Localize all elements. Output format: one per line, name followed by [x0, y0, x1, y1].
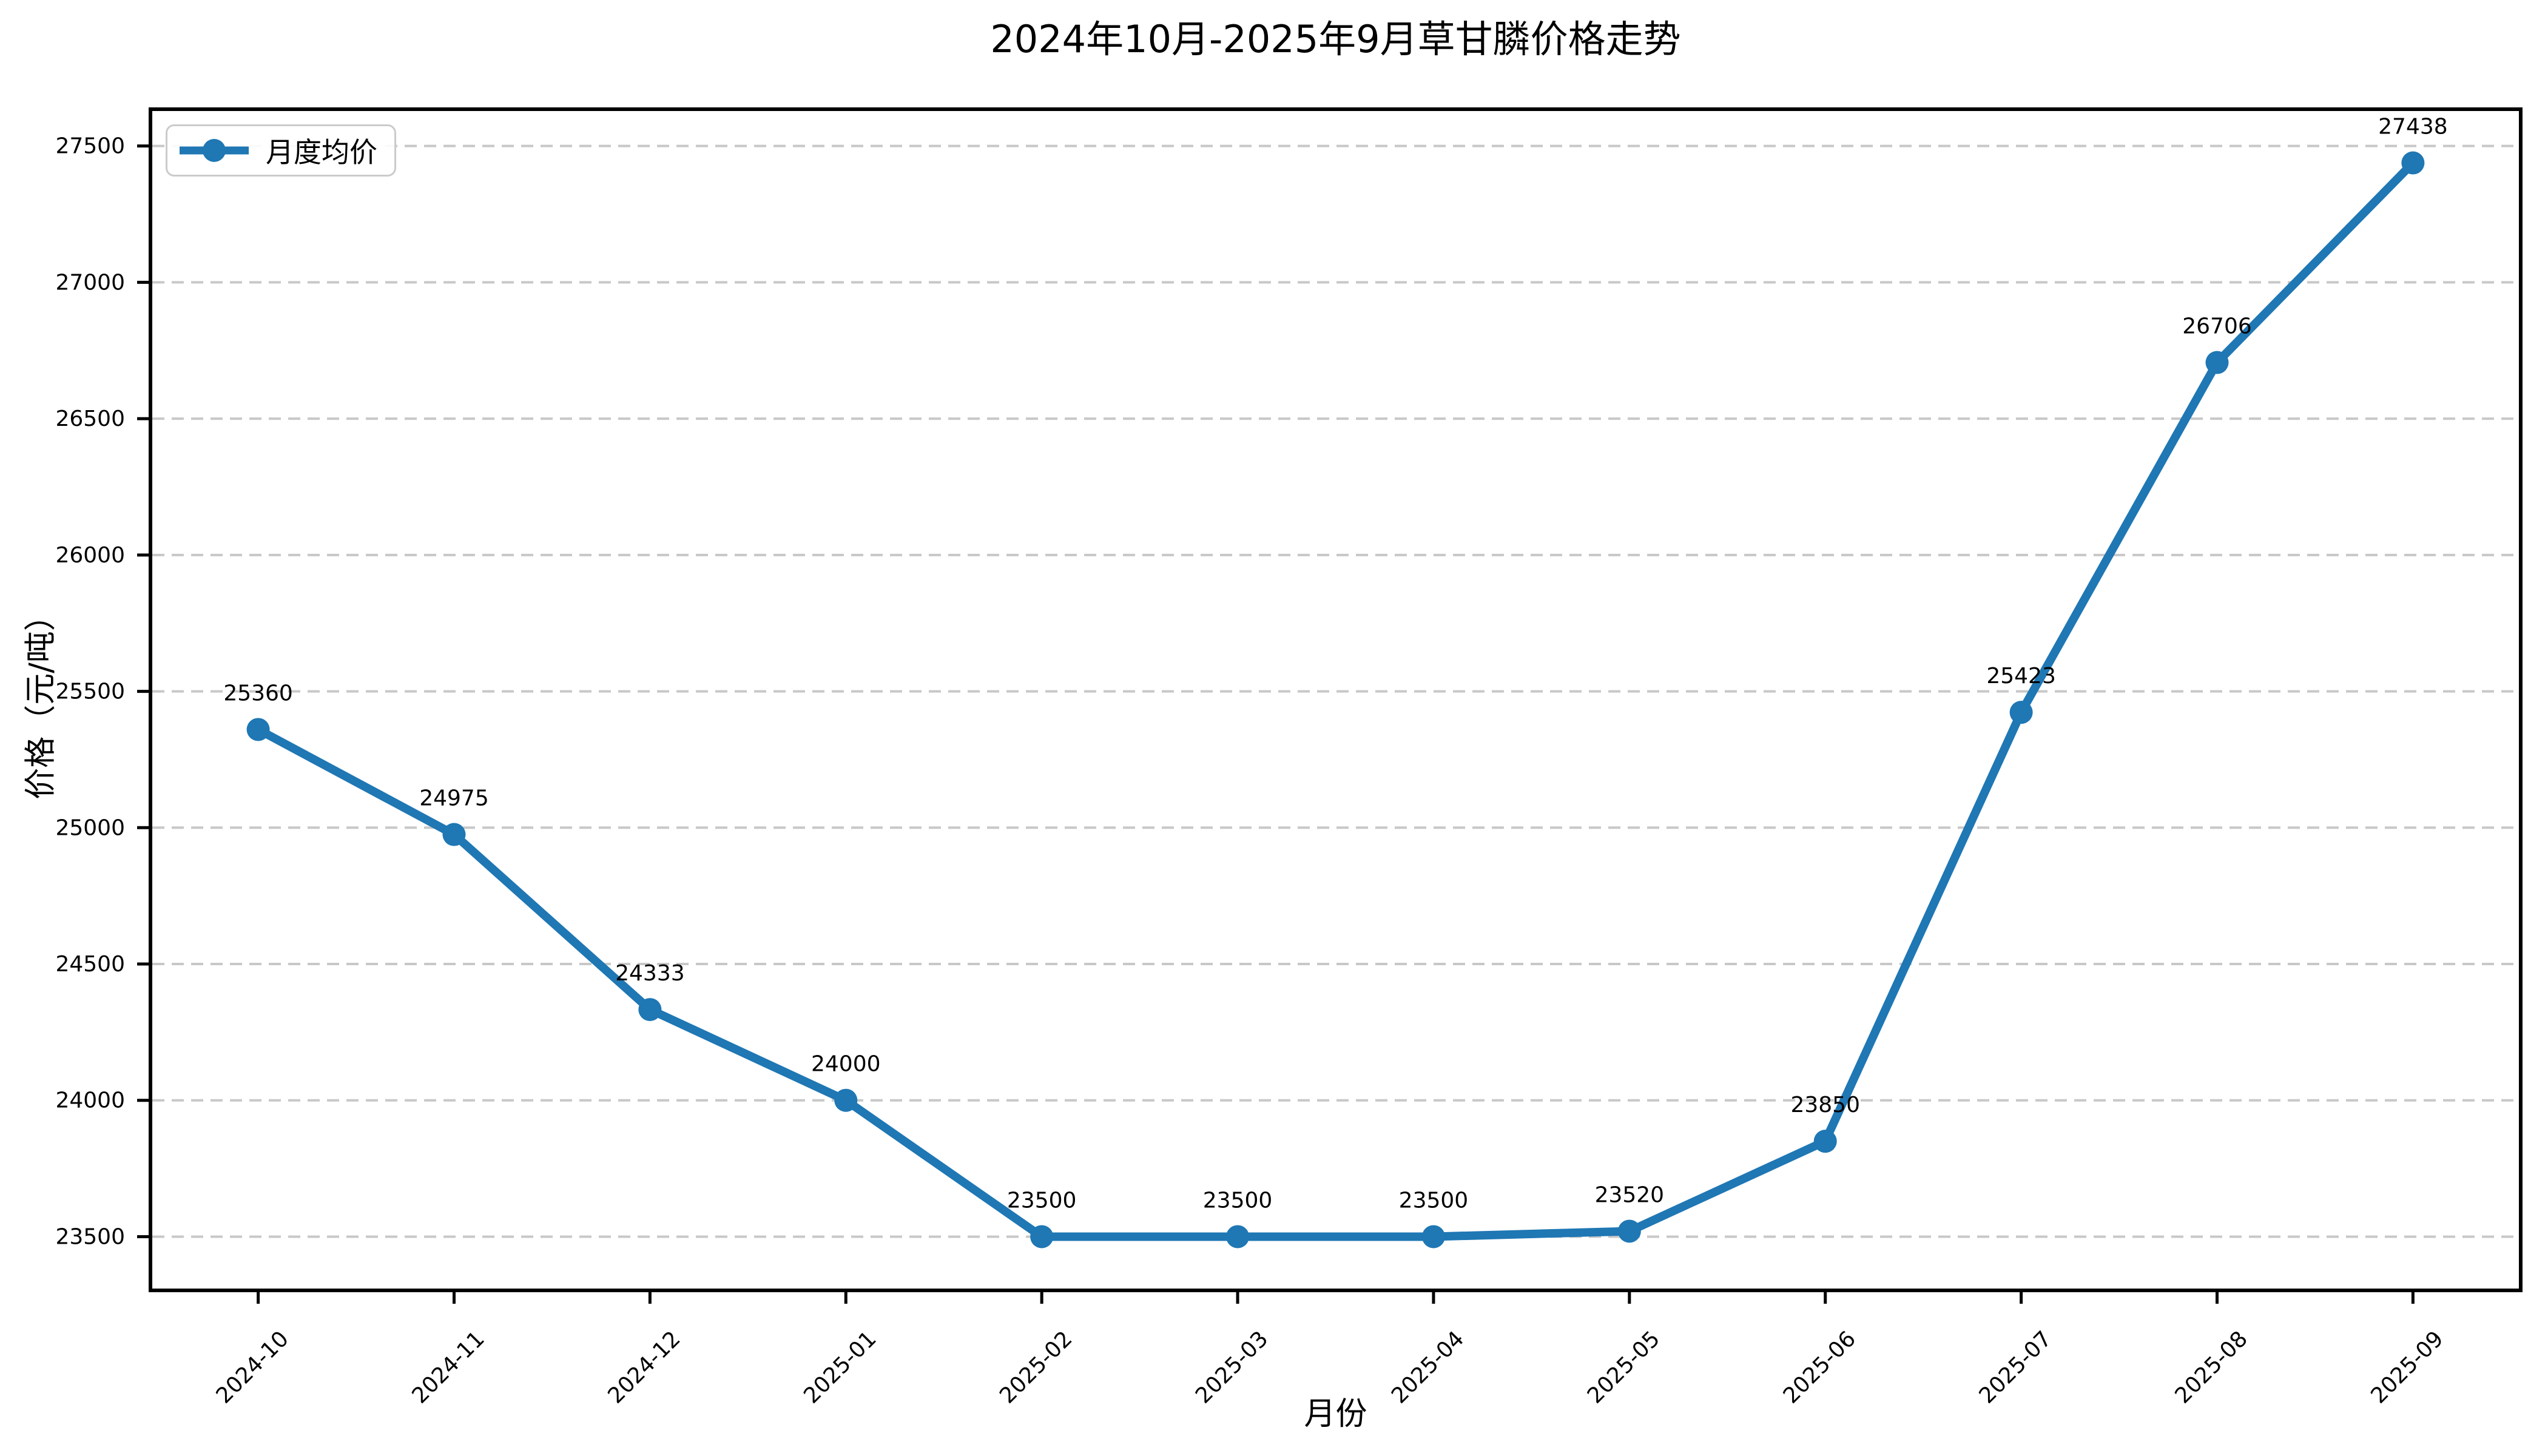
y-tick-label: 26500	[55, 406, 125, 431]
x-axis-title: 月份	[1304, 1396, 1367, 1432]
data-point-label: 25423	[1986, 664, 2056, 689]
legend-point-sample	[203, 139, 226, 162]
chart-title: 2024年10月-2025年9月草甘膦价格走势	[990, 17, 1681, 61]
data-point-label: 23850	[1790, 1093, 1860, 1117]
data-point-label: 23520	[1595, 1182, 1665, 1207]
y-tick-label: 25000	[55, 815, 125, 840]
legend-marker-icon	[180, 139, 249, 162]
y-tick-label: 24500	[55, 952, 125, 977]
data-point-marker	[2401, 151, 2425, 175]
data-point-label: 25360	[223, 681, 293, 706]
data-point-marker	[1421, 1225, 1445, 1249]
y-axis-title: 价格（元/吨）	[22, 599, 59, 800]
data-point-label: 23500	[1007, 1188, 1077, 1213]
y-tick-label: 25500	[55, 679, 125, 704]
data-point-marker	[2205, 351, 2229, 374]
data-point-label: 23500	[1203, 1188, 1273, 1213]
data-point-marker	[1030, 1225, 1054, 1249]
y-tick-label: 27000	[55, 270, 125, 295]
data-point-label: 23500	[1399, 1188, 1469, 1213]
plot-border	[149, 107, 2523, 1292]
data-point-marker	[2009, 701, 2033, 724]
data-point-marker	[246, 718, 270, 741]
price-line	[254, 158, 2418, 1241]
data-point-label: 24975	[419, 786, 489, 811]
legend-label: 月度均价	[266, 136, 377, 169]
data-point-label: 27438	[2378, 115, 2448, 140]
data-point-label: 26706	[2182, 314, 2252, 339]
data-point-marker	[638, 998, 662, 1022]
data-point-marker	[442, 823, 466, 846]
y-tick-label: 27500	[55, 134, 125, 159]
data-point-label: 24333	[615, 961, 685, 986]
data-point-marker	[834, 1088, 858, 1112]
data-point-marker	[1226, 1225, 1250, 1249]
data-point-marker	[1813, 1130, 1837, 1153]
data-point-marker	[1617, 1219, 1641, 1243]
y-tick-label: 26000	[55, 543, 125, 568]
legend: 月度均价	[166, 124, 396, 177]
y-tick-label: 23500	[55, 1224, 125, 1249]
y-tick-label: 24000	[55, 1088, 125, 1113]
data-point-label: 24000	[811, 1052, 881, 1077]
